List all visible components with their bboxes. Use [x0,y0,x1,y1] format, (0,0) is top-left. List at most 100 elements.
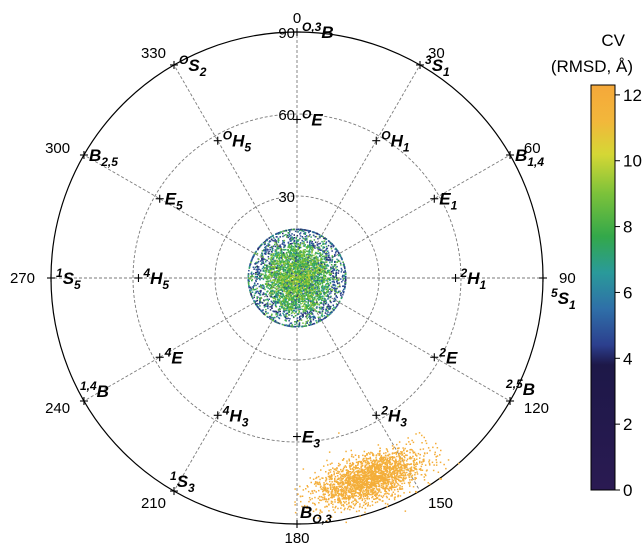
data-point [325,245,328,248]
data-point [285,262,287,265]
data-point [336,282,339,284]
data-point [324,298,326,300]
data-point [283,239,285,242]
data-point [274,280,276,283]
data-point [296,277,298,280]
data-point [322,290,324,292]
data-point [320,469,322,471]
data-point [390,495,392,497]
data-point [316,279,319,282]
data-point [282,287,284,290]
data-point [304,262,307,265]
data-point [291,258,293,260]
data-point [376,478,379,481]
data-point [263,252,266,255]
data-point [247,274,250,277]
data-point [301,265,304,267]
data-point [327,283,329,285]
data-point [309,254,312,256]
data-point [314,282,317,285]
data-point [308,231,310,234]
data-point [330,305,332,308]
data-point [397,450,399,452]
data-point [315,307,318,309]
data-point [302,242,304,245]
data-point [286,297,288,299]
data-point [304,250,306,253]
data-point [318,271,321,273]
data-point [307,280,309,283]
data-point [406,469,409,471]
data-point [309,298,312,300]
data-point [327,305,329,307]
data-point [310,309,313,312]
data-point [301,313,304,315]
data-point [324,295,326,297]
data-point [302,286,305,288]
data-point [287,306,289,308]
data-point [306,315,308,317]
data-point [327,271,329,273]
data-point [286,307,288,310]
data-point [262,255,264,258]
data-point [306,322,308,324]
data-point [324,238,326,241]
data-point [270,300,273,303]
data-point [317,233,319,235]
data-point [280,302,282,305]
data-point [348,496,350,498]
data-point [331,250,333,252]
data-point [327,265,330,267]
data-point [313,323,315,325]
data-point [321,258,323,261]
data-point [262,284,264,287]
data-point [297,286,299,288]
data-point [327,309,329,312]
data-point [298,267,300,269]
data-point [304,289,307,292]
data-point [275,271,277,273]
data-point [328,510,330,512]
data-point [322,242,325,244]
data-point [282,275,284,278]
data-point [299,293,302,295]
data-point [251,296,254,299]
data-point [260,274,263,277]
data-point [291,233,293,235]
data-point [280,271,282,274]
data-point [259,276,261,278]
data-point [270,280,272,282]
data-point [357,501,359,503]
data-point [401,480,403,482]
data-point [373,498,375,500]
data-point [261,277,263,280]
data-point [383,477,385,479]
data-point [293,259,295,261]
data-point [313,280,315,282]
data-point [300,250,302,253]
data-point [316,246,318,249]
data-point [334,285,337,287]
data-point [344,286,346,289]
data-point [262,284,264,286]
data-point [308,241,311,244]
data-point [279,232,281,235]
data-point [347,484,349,487]
data-point [271,268,273,270]
data-point [277,241,280,244]
data-point [266,259,268,262]
data-point [305,313,307,315]
data-point [266,265,269,267]
data-point [307,265,310,267]
data-point [287,232,290,234]
data-point [283,260,286,263]
data-point [344,285,346,288]
data-point [301,275,303,277]
data-point [364,461,367,464]
data-point [262,258,264,261]
data-point [305,279,308,281]
data-point [343,278,345,280]
data-point [286,267,288,269]
data-point [317,275,319,278]
data-point [268,253,271,255]
